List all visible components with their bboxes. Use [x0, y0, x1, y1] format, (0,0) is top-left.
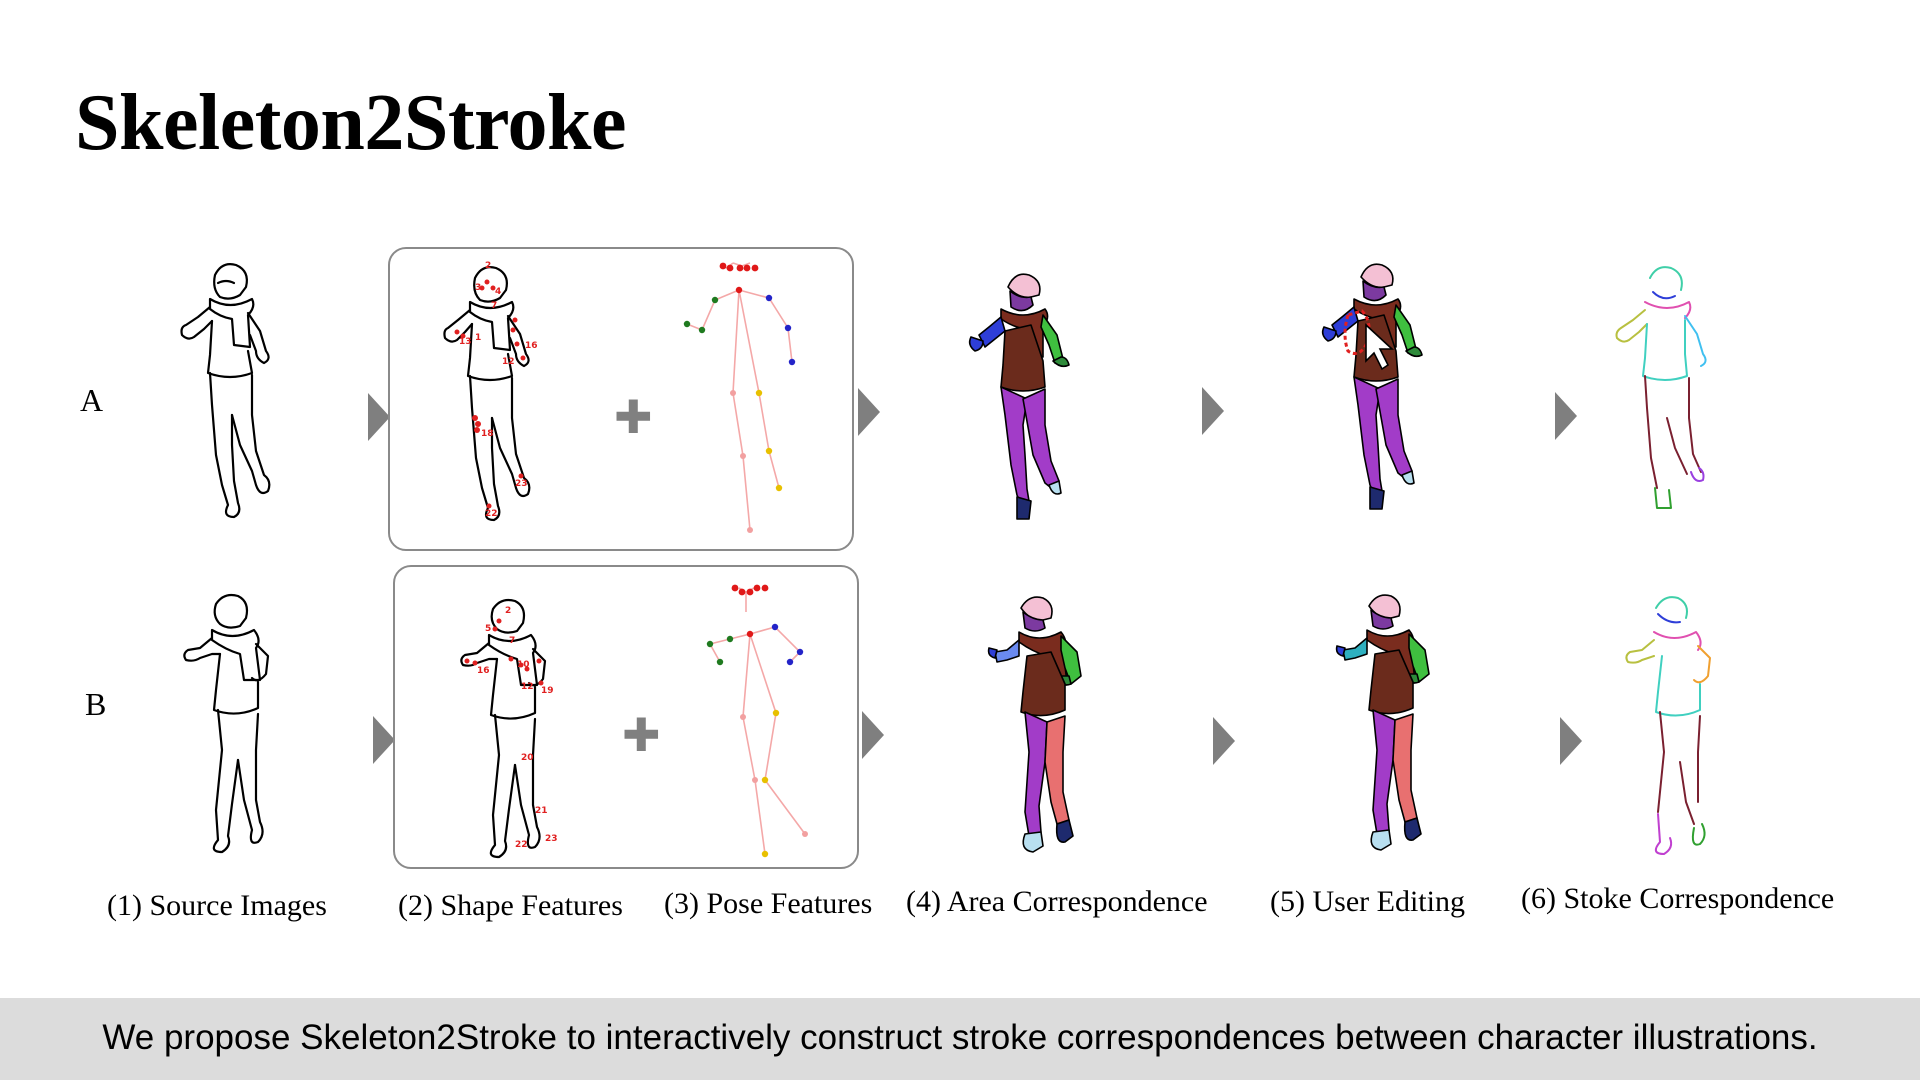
shape-label: 23 — [515, 479, 528, 489]
plus-icon: ✚ — [614, 390, 653, 444]
arrow-a-3 — [1202, 387, 1224, 435]
feature-box-b — [393, 565, 859, 869]
shape-features-a: 2 3 4 7 1 13 12 16 18 23 22 — [443, 261, 538, 522]
arrow-a-4 — [1555, 392, 1577, 440]
shape-label: 7 — [491, 301, 497, 311]
shape-label: 2 — [485, 261, 491, 271]
stroke-correspondence-a — [1615, 266, 1707, 509]
pose-features-b — [706, 584, 808, 858]
shape-label: 3 — [475, 283, 481, 293]
caption-user-editing: (5) User Editing — [1270, 885, 1465, 918]
shape-label: 7 — [509, 636, 515, 646]
shape-label: 4 — [495, 287, 501, 297]
stroke-correspondence-b — [1625, 596, 1711, 855]
summary-text: We propose Skeleton2Stroke to interactiv… — [102, 1018, 1818, 1057]
shape-label: 22 — [485, 509, 498, 519]
caption-stroke-correspondence: (6) Stoke Correspondence — [1521, 882, 1835, 915]
user-editing-a — [1321, 263, 1423, 510]
area-correspondence-b — [987, 596, 1082, 853]
caption-shape-features: (2) Shape Features — [398, 889, 623, 922]
source-image-a — [180, 263, 271, 519]
arrow-b-4 — [1560, 717, 1582, 765]
caption-pose-features: (3) Pose Features — [664, 887, 873, 920]
shape-label: 13 — [459, 337, 472, 347]
row-label-a: A — [80, 382, 104, 418]
shape-label: 2 — [505, 606, 511, 616]
row-label-b: B — [85, 686, 107, 722]
caption-area-correspondence: (4) Area Correspondence — [906, 885, 1208, 918]
shape-label: 10 — [517, 660, 530, 670]
shape-label: 16 — [525, 341, 538, 351]
shape-label: 12 — [521, 682, 534, 692]
caption-source-images: (1) Source Images — [107, 889, 327, 922]
arrow-b-1 — [373, 716, 395, 764]
shape-label: 12 — [502, 357, 515, 367]
shape-label: 21 — [535, 806, 548, 816]
shape-label: 23 — [545, 834, 558, 844]
shape-features-b: 2 5 7 10 16 12 19 20 21 22 23 — [460, 598, 558, 859]
feature-box-a — [388, 247, 854, 551]
cursor-icon — [1365, 323, 1395, 371]
arrow-a-1 — [368, 393, 390, 441]
user-editing-b — [1335, 594, 1430, 851]
shape-label: 19 — [541, 686, 554, 696]
page-title: Skeleton2Stroke — [75, 79, 627, 167]
shape-label: 20 — [521, 753, 534, 763]
shape-label: 18 — [481, 429, 494, 439]
pose-features-a — [683, 262, 796, 533]
shape-label: 1 — [475, 333, 481, 343]
summary-banner: We propose Skeleton2Stroke to interactiv… — [0, 998, 1920, 1080]
area-correspondence-a — [968, 273, 1070, 520]
shape-label: 16 — [477, 666, 490, 676]
plus-icon: ✚ — [622, 708, 661, 762]
arrow-a-2 — [858, 388, 880, 436]
shape-label: 5 — [485, 624, 491, 634]
arrow-b-3 — [1213, 717, 1235, 765]
shape-label: 22 — [515, 840, 528, 850]
source-image-b — [183, 593, 270, 854]
arrow-b-2 — [862, 711, 884, 759]
